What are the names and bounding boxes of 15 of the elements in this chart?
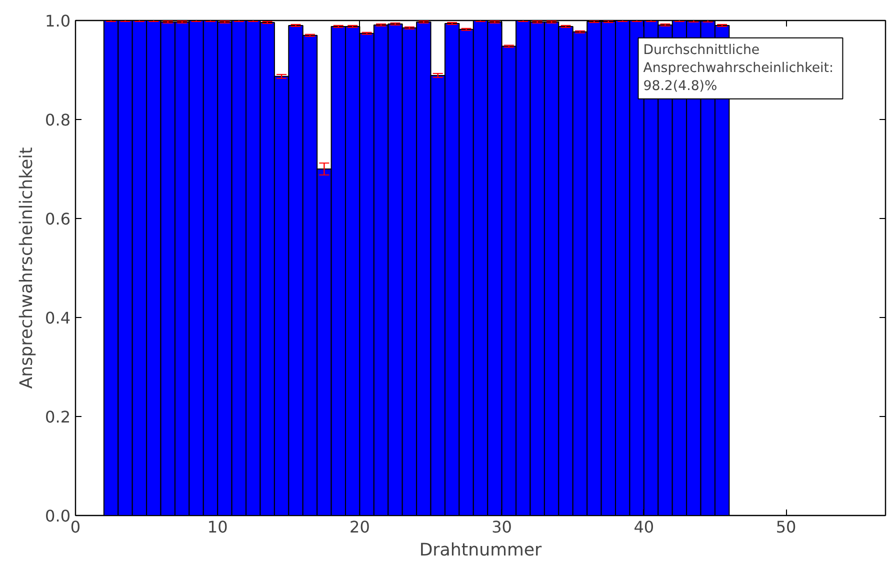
y-axis-title: Ansprechwahrscheinlichkeit [17, 147, 38, 389]
x-tick-label: 30 [492, 518, 512, 536]
y-tick-label: 0.8 [45, 110, 71, 130]
y-tick-label: 1.0 [45, 12, 71, 30]
x-tick-label: 20 [350, 518, 370, 536]
x-tick-label: 10 [207, 518, 228, 536]
annotation: Durchschnittliche Ansprechwahrscheinlichkeit: 98.2(4.8)% [643, 42, 834, 94]
x-axis-title: Drahtnummer [419, 540, 543, 560]
y-tick-label: 0.4 [45, 308, 71, 328]
x-tick-label: 40 [634, 518, 654, 536]
x-tick-label: 50 [776, 518, 796, 536]
y-tick-label: 0.0 [45, 506, 71, 526]
x-tick-label: 0 [70, 518, 81, 536]
y-tick-label: 0.6 [45, 210, 71, 228]
y-tick-label: 0.2 [45, 408, 71, 426]
